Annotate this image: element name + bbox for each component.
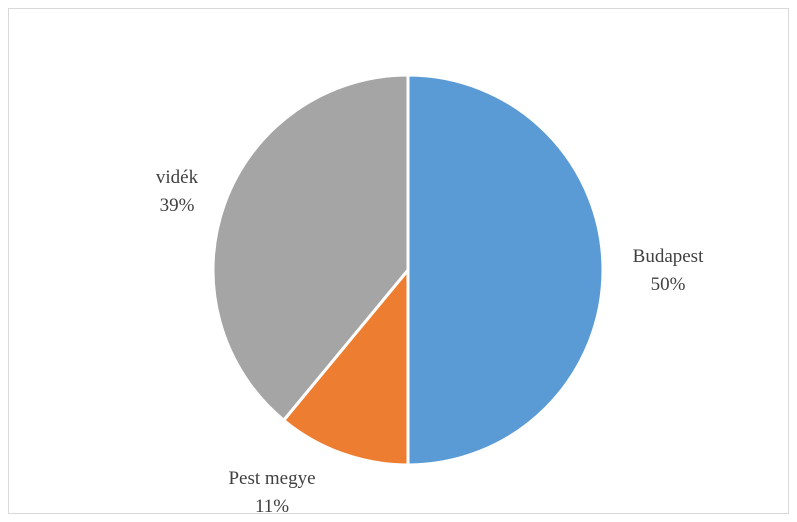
pie-slice-pest-megye — [282, 268, 410, 467]
label-budapest-percent: 50% — [651, 274, 686, 295]
label-videk-category: vidék — [156, 167, 199, 188]
data-labels: Budapest 50% Pest megye 11% vidék 39% — [156, 167, 704, 517]
label-budapest-category: Budapest — [633, 246, 704, 267]
pie-slice-vid-k — [211, 73, 410, 422]
label-pest-megye-percent: 11% — [255, 496, 289, 517]
pie-slices — [211, 73, 605, 467]
label-videk-percent: 39% — [160, 195, 195, 216]
pie-slice-budapest — [406, 73, 605, 467]
label-pest-megye-category: Pest megye — [228, 468, 315, 489]
